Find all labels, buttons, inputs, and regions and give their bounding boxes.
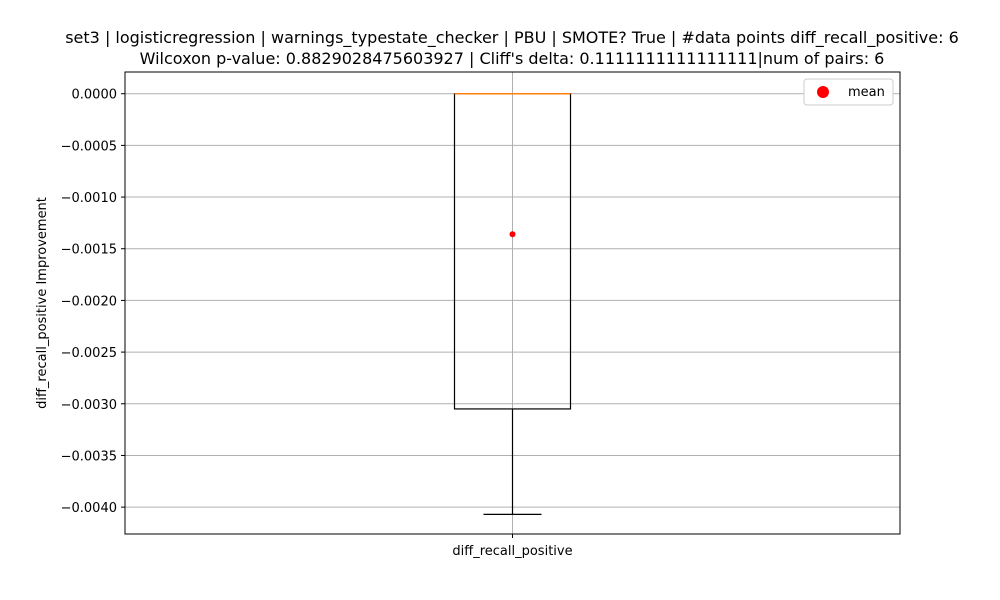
x-tick-label: diff_recall_positive	[452, 544, 572, 559]
chart-title-line2: Wilcoxon p-value: 0.8829028475603927 | C…	[140, 49, 885, 68]
x-axis-ticks: diff_recall_positive	[452, 534, 573, 559]
chart-title-line1: set3 | logisticregression | warnings_typ…	[65, 28, 959, 48]
legend-mean-label: mean	[848, 85, 885, 100]
plot-area-frame	[124, 71, 901, 535]
y-tick-label: −0.0005	[61, 139, 117, 154]
mean-marker	[509, 231, 516, 238]
y-tick-label: −0.0015	[61, 243, 117, 258]
legend-mean-marker	[817, 86, 829, 98]
y-tick-label: −0.0025	[61, 346, 117, 361]
y-tick-label: −0.0030	[61, 398, 117, 413]
y-tick-label: −0.0040	[61, 501, 117, 516]
y-axis-ticks: 0.0000 −0.0005 −0.0010 −0.0015 −0.0020 −0.002…	[61, 88, 125, 516]
y-axis-label: diff_recall_positive Improvement	[35, 197, 50, 409]
y-tick-label: 0.0000	[72, 88, 118, 103]
y-tick-label: −0.0010	[61, 191, 117, 206]
legend: mean	[803, 78, 894, 106]
box-element	[453, 92, 572, 515]
legend-frame	[803, 78, 894, 106]
y-tick-label: −0.0035	[61, 449, 117, 464]
y-tick-label: −0.0020	[61, 294, 117, 309]
